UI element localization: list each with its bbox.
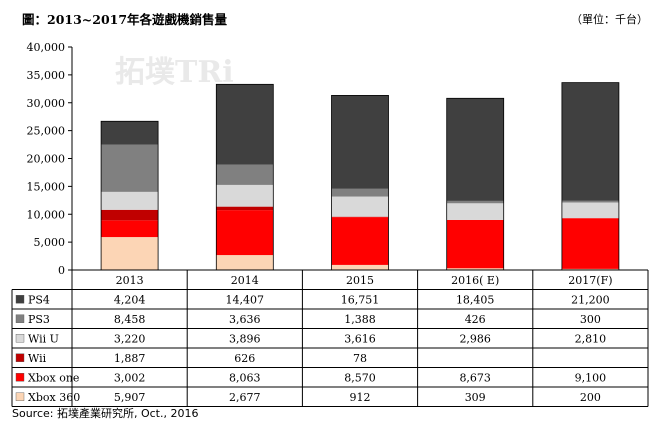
legend-swatch xyxy=(15,353,25,362)
legend-label: Wii U xyxy=(28,332,59,345)
data-value-label: 626 xyxy=(234,352,255,365)
y-tick-label: 15,000 xyxy=(27,180,66,193)
watermark-logo: 拓墣TRi xyxy=(115,55,234,90)
y-tick-label: 25,000 xyxy=(27,125,66,138)
data-value-label: 9,100 xyxy=(575,371,607,384)
data-value-label: 8,063 xyxy=(229,371,261,384)
data-value-label: 8,673 xyxy=(459,371,491,384)
chart-title: 圖：2013~2017年各遊戲機銷售量 xyxy=(22,12,228,27)
bar-segment-ps3 xyxy=(101,144,159,192)
data-value-label: 3,002 xyxy=(114,371,146,384)
bar-segment-xbox-360 xyxy=(216,255,274,270)
legend-label: PS3 xyxy=(28,313,50,326)
data-value-label: 200 xyxy=(580,391,601,404)
data-value-label: 300 xyxy=(580,313,601,326)
data-value-label: 3,220 xyxy=(114,332,146,345)
data-value-label: 2,810 xyxy=(575,332,607,345)
bar-segment-wii-u xyxy=(446,203,504,220)
legend-label: Xbox one xyxy=(28,371,79,384)
data-value-label: 4,204 xyxy=(114,293,146,306)
data-value-label: 16,751 xyxy=(341,293,380,306)
legend-label: PS4 xyxy=(28,293,50,306)
y-tick-label: 40,000 xyxy=(27,41,66,54)
data-value-label: 14,407 xyxy=(226,293,265,306)
data-value-label: 912 xyxy=(350,391,371,404)
y-tick-label: 5,000 xyxy=(34,236,66,249)
bar-segment-xbox-360 xyxy=(446,268,504,270)
y-tick-label: 30,000 xyxy=(27,97,66,110)
bar-segment-xbox-360 xyxy=(101,237,159,270)
x-category-label: 2016( E) xyxy=(451,274,499,287)
data-value-label: 3,616 xyxy=(344,332,376,345)
bar-segment-ps4 xyxy=(216,84,274,165)
x-category-label: 2017(F) xyxy=(568,274,612,287)
data-value-label: 8,570 xyxy=(344,371,376,384)
bar-segment-wii-u xyxy=(331,196,389,217)
legend-swatch xyxy=(15,334,25,343)
data-value-label: 426 xyxy=(465,313,486,326)
bar-segment-ps3 xyxy=(216,164,274,185)
bar-segment-ps4 xyxy=(446,98,504,201)
y-tick-label: 0 xyxy=(58,264,65,277)
source-note: Source: 拓墣產業研究所, Oct., 2016 xyxy=(12,407,199,420)
bar-segment-ps4 xyxy=(101,121,159,145)
data-value-label: 309 xyxy=(465,391,486,404)
data-value-label: 2,986 xyxy=(459,332,491,345)
bar-segment-wii-u xyxy=(101,191,159,210)
bar-segment-ps3 xyxy=(331,188,389,197)
data-value-label: 5,907 xyxy=(114,391,146,404)
x-category-label: 2015 xyxy=(346,274,374,287)
bar-segment-ps3 xyxy=(446,200,504,204)
bar-segment-xbox-360 xyxy=(331,264,389,270)
legend-swatch xyxy=(15,392,25,401)
bar-segment-xbox-one xyxy=(446,219,504,269)
bar-segment-xbox-one xyxy=(216,210,274,256)
bar-segment-wii-u xyxy=(561,202,619,219)
bar-segment-xbox-one xyxy=(331,217,389,265)
bar-segment-xbox-360 xyxy=(561,268,619,270)
data-value-label: 8,458 xyxy=(114,313,146,326)
data-value-label: 21,200 xyxy=(571,293,610,306)
data-value-label: 1,388 xyxy=(344,313,376,326)
bar-segment-xbox-one xyxy=(101,220,159,238)
unit-label: （單位：千台） xyxy=(571,13,648,26)
data-value-label: 18,405 xyxy=(456,293,495,306)
bar-segment-wii-u xyxy=(216,184,274,207)
bar-segment-wii xyxy=(101,209,159,221)
x-category-label: 2013 xyxy=(116,274,144,287)
bar-segment-xbox-one xyxy=(561,218,619,269)
bar-segment-ps4 xyxy=(561,82,619,201)
y-tick-label: 20,000 xyxy=(27,153,66,166)
data-value-label: 2,677 xyxy=(229,391,261,404)
legend-label: Xbox 360 xyxy=(28,391,80,404)
data-value-label: 3,636 xyxy=(229,313,261,326)
legend-label: Wii xyxy=(28,352,47,365)
y-tick-label: 35,000 xyxy=(27,69,66,82)
bar-segment-ps4 xyxy=(331,95,389,189)
bar-segment-wii xyxy=(216,206,274,211)
legend-swatch xyxy=(15,295,25,304)
data-value-label: 78 xyxy=(353,352,367,365)
bar-segment-ps3 xyxy=(561,200,619,203)
x-category-label: 2014 xyxy=(231,274,259,287)
legend-swatch xyxy=(15,314,25,323)
legend-swatch xyxy=(15,373,25,382)
data-value-label: 3,896 xyxy=(229,332,261,345)
data-value-label: 1,887 xyxy=(114,352,146,365)
y-tick-label: 10,000 xyxy=(27,208,66,221)
